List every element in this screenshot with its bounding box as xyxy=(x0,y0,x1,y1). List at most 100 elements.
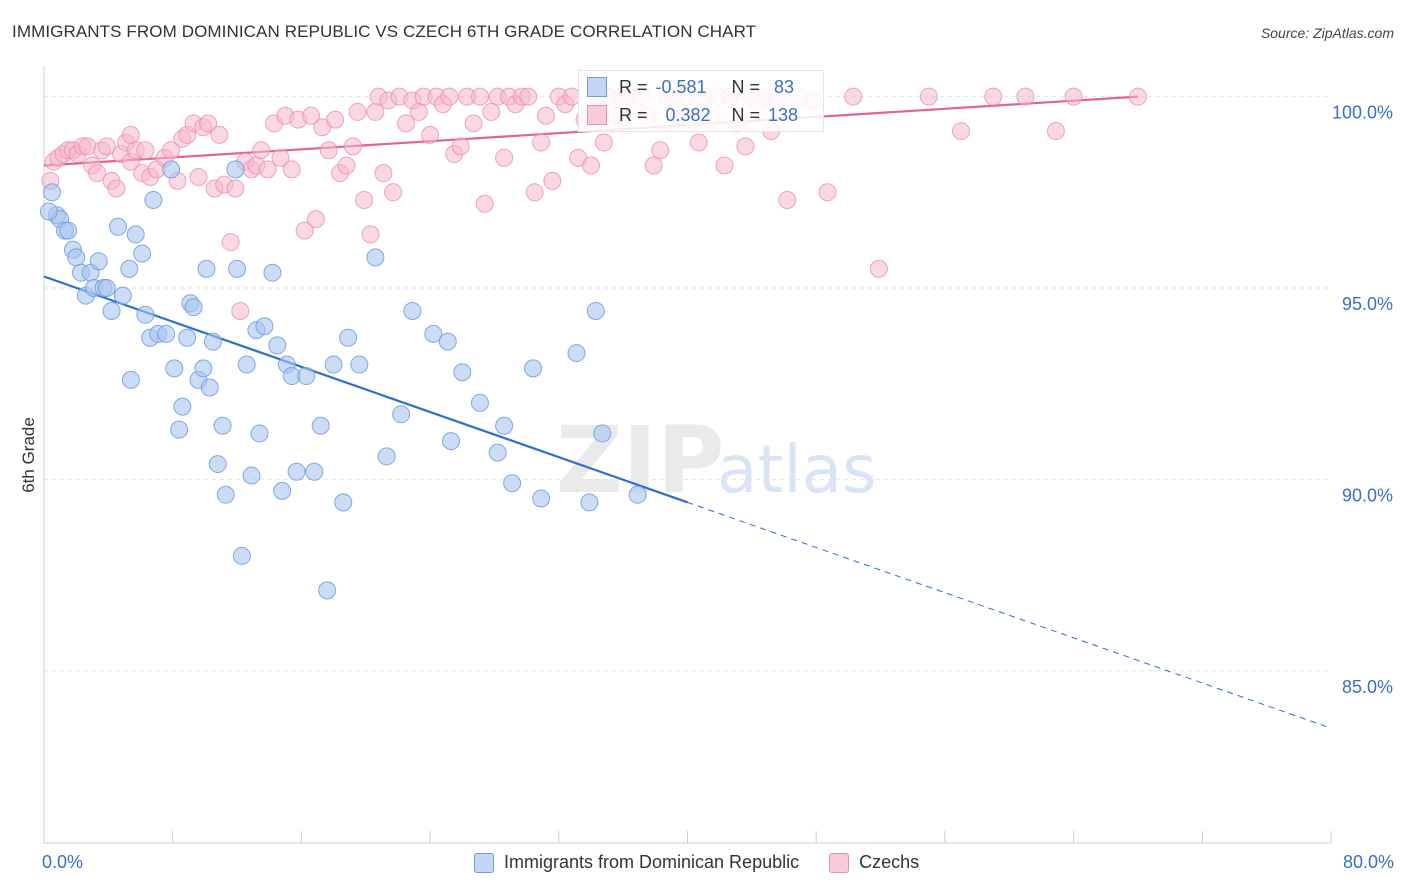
czechs-point xyxy=(210,125,229,144)
dominican-point xyxy=(216,485,235,504)
dominican-point xyxy=(200,378,219,397)
dominican-point xyxy=(377,447,396,466)
czechs-point xyxy=(844,87,863,106)
czechs-point xyxy=(464,114,483,133)
legend-item-pink[interactable]: Czechs xyxy=(829,852,919,873)
stats-box: R = -0.581 N = 83 R = 0.382 N = 138 xyxy=(578,70,824,132)
dominican-point xyxy=(213,416,232,435)
czechs-point xyxy=(532,133,551,152)
dominican-point xyxy=(495,416,514,435)
czechs-point xyxy=(543,171,562,190)
dominican-point xyxy=(203,332,222,351)
dominican-point xyxy=(226,160,245,179)
legend-swatch-blue xyxy=(474,852,494,873)
czechs-point xyxy=(189,168,208,186)
dominican-point xyxy=(334,493,353,512)
y-tick-label: 90.0% xyxy=(1342,485,1393,505)
dominican-point xyxy=(43,183,62,202)
dominican-point xyxy=(628,485,647,504)
legend-item-blue[interactable]: Immigrants from Dominican Republic xyxy=(474,852,799,873)
czechs-point xyxy=(271,148,290,167)
czechs-point xyxy=(1064,87,1083,106)
czechs-point xyxy=(326,110,345,129)
stats-swatch-pink xyxy=(587,105,607,125)
dominican-point xyxy=(339,328,358,347)
czechs-point xyxy=(475,194,494,213)
czechs-point xyxy=(482,102,501,121)
czechs-point xyxy=(421,125,440,144)
dominican-point xyxy=(311,416,330,435)
czechs-point xyxy=(136,141,155,160)
czechs-point xyxy=(337,156,356,175)
czechs-point xyxy=(451,137,470,156)
legend-swatch-pink xyxy=(829,852,850,873)
dominican-point xyxy=(403,301,422,320)
czechs-point xyxy=(689,133,708,152)
dominican-point xyxy=(453,363,472,382)
dominican-point xyxy=(242,466,261,485)
dominican-point xyxy=(184,298,203,317)
source-attribution: Source: ZipAtlas.com xyxy=(1260,25,1394,41)
dominican-point xyxy=(287,462,306,481)
dominican-point xyxy=(162,160,181,179)
legend-label-pink: Czechs xyxy=(859,852,920,872)
dominican-point xyxy=(120,259,139,278)
czechs-point xyxy=(343,137,362,156)
czechs-point xyxy=(355,190,374,209)
czechs-point xyxy=(221,233,240,252)
dominican-point xyxy=(268,336,287,355)
dominican-point xyxy=(255,317,274,336)
dominican-point xyxy=(324,355,343,374)
czechs-point xyxy=(107,179,126,198)
czechs-point xyxy=(162,141,181,160)
czechs-point xyxy=(525,183,544,202)
x-tick-max: 80.0% xyxy=(1342,852,1394,872)
dominican-point xyxy=(170,420,189,439)
data-points xyxy=(39,87,1147,600)
dominican-trend-extension xyxy=(687,501,1332,729)
dominican-point xyxy=(133,244,152,263)
dominican-point xyxy=(567,344,586,363)
stats-n-value-pink: 138 xyxy=(768,104,799,125)
czechs-point xyxy=(644,156,663,175)
stats-row-pink: R = 0.382 N = 138 xyxy=(579,102,798,128)
dominican-point xyxy=(121,370,140,389)
dominican-point xyxy=(586,301,605,320)
dominican-point xyxy=(39,202,58,221)
dominican-point xyxy=(593,424,612,443)
dominican-point xyxy=(144,190,163,209)
czechs-point xyxy=(818,183,837,202)
czechs-point xyxy=(1046,122,1065,141)
dominican-point xyxy=(488,443,507,462)
chart-title: IMMIGRANTS FROM DOMINICAN REPUBLIC VS CZ… xyxy=(12,22,757,41)
stats-r-label-blue: R = xyxy=(619,76,648,97)
stats-r-label-pink: R = xyxy=(619,104,648,125)
watermark-atlas: atlas xyxy=(717,431,877,508)
legend-label-blue: Immigrants from Dominican Republic xyxy=(504,852,800,872)
czechs-point xyxy=(319,141,338,160)
czechs-point xyxy=(302,106,321,125)
stats-row-blue: R = -0.581 N = 83 xyxy=(579,74,794,100)
stats-n-label-blue: N = xyxy=(731,76,761,97)
dominican-point xyxy=(109,217,128,236)
czechs-point xyxy=(88,164,107,183)
dominican-point xyxy=(263,263,282,282)
dominican-point xyxy=(392,405,411,424)
y-tick-label: 100.0% xyxy=(1332,103,1393,123)
czechs-point xyxy=(282,160,301,179)
dominican-point xyxy=(350,355,369,374)
czechs-point xyxy=(778,190,797,209)
czechs-point xyxy=(348,102,367,121)
dominican-point xyxy=(424,324,443,343)
czechs-point xyxy=(396,114,415,133)
czechs-point xyxy=(581,156,600,175)
stats-swatch-blue xyxy=(587,77,607,97)
czechs-point xyxy=(594,133,613,152)
czechs-point xyxy=(736,137,755,156)
dominican-point xyxy=(126,225,145,244)
czechs-point xyxy=(252,141,271,160)
dominican-point xyxy=(197,259,216,278)
dominican-point xyxy=(97,279,116,297)
dominican-point xyxy=(305,462,324,481)
